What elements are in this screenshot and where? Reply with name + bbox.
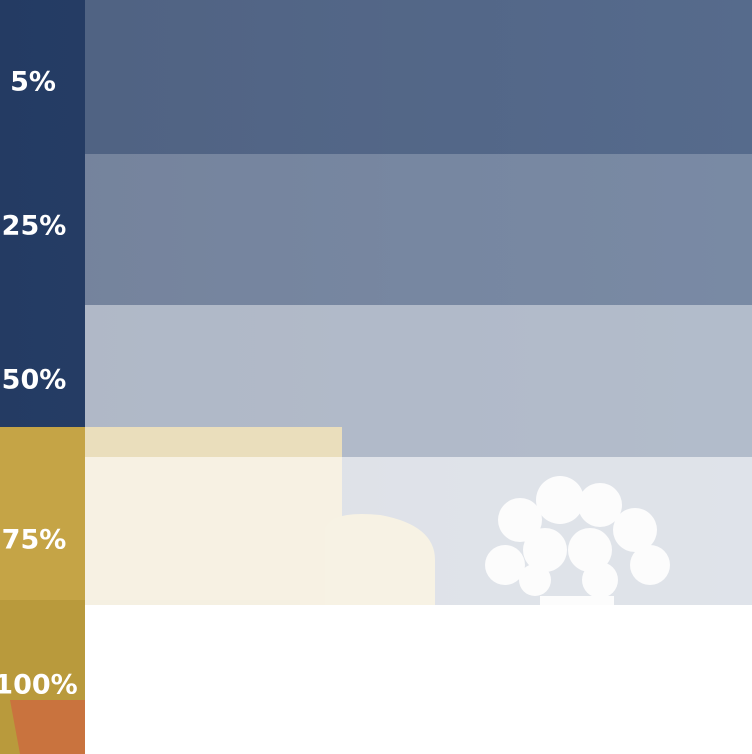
overlay-75 [85,457,752,605]
overlay-5 [85,0,752,154]
overlay-100 [85,605,752,754]
opacity-label: 100% [0,670,78,701]
opacity-label: 50% [2,365,67,396]
opacity-label: 75% [2,525,67,556]
opacity-label: 25% [2,211,67,242]
opacity-label: 5% [10,67,56,98]
white-overlays [85,0,752,754]
overlay-50 [85,305,752,457]
overlay-25 [85,154,752,305]
